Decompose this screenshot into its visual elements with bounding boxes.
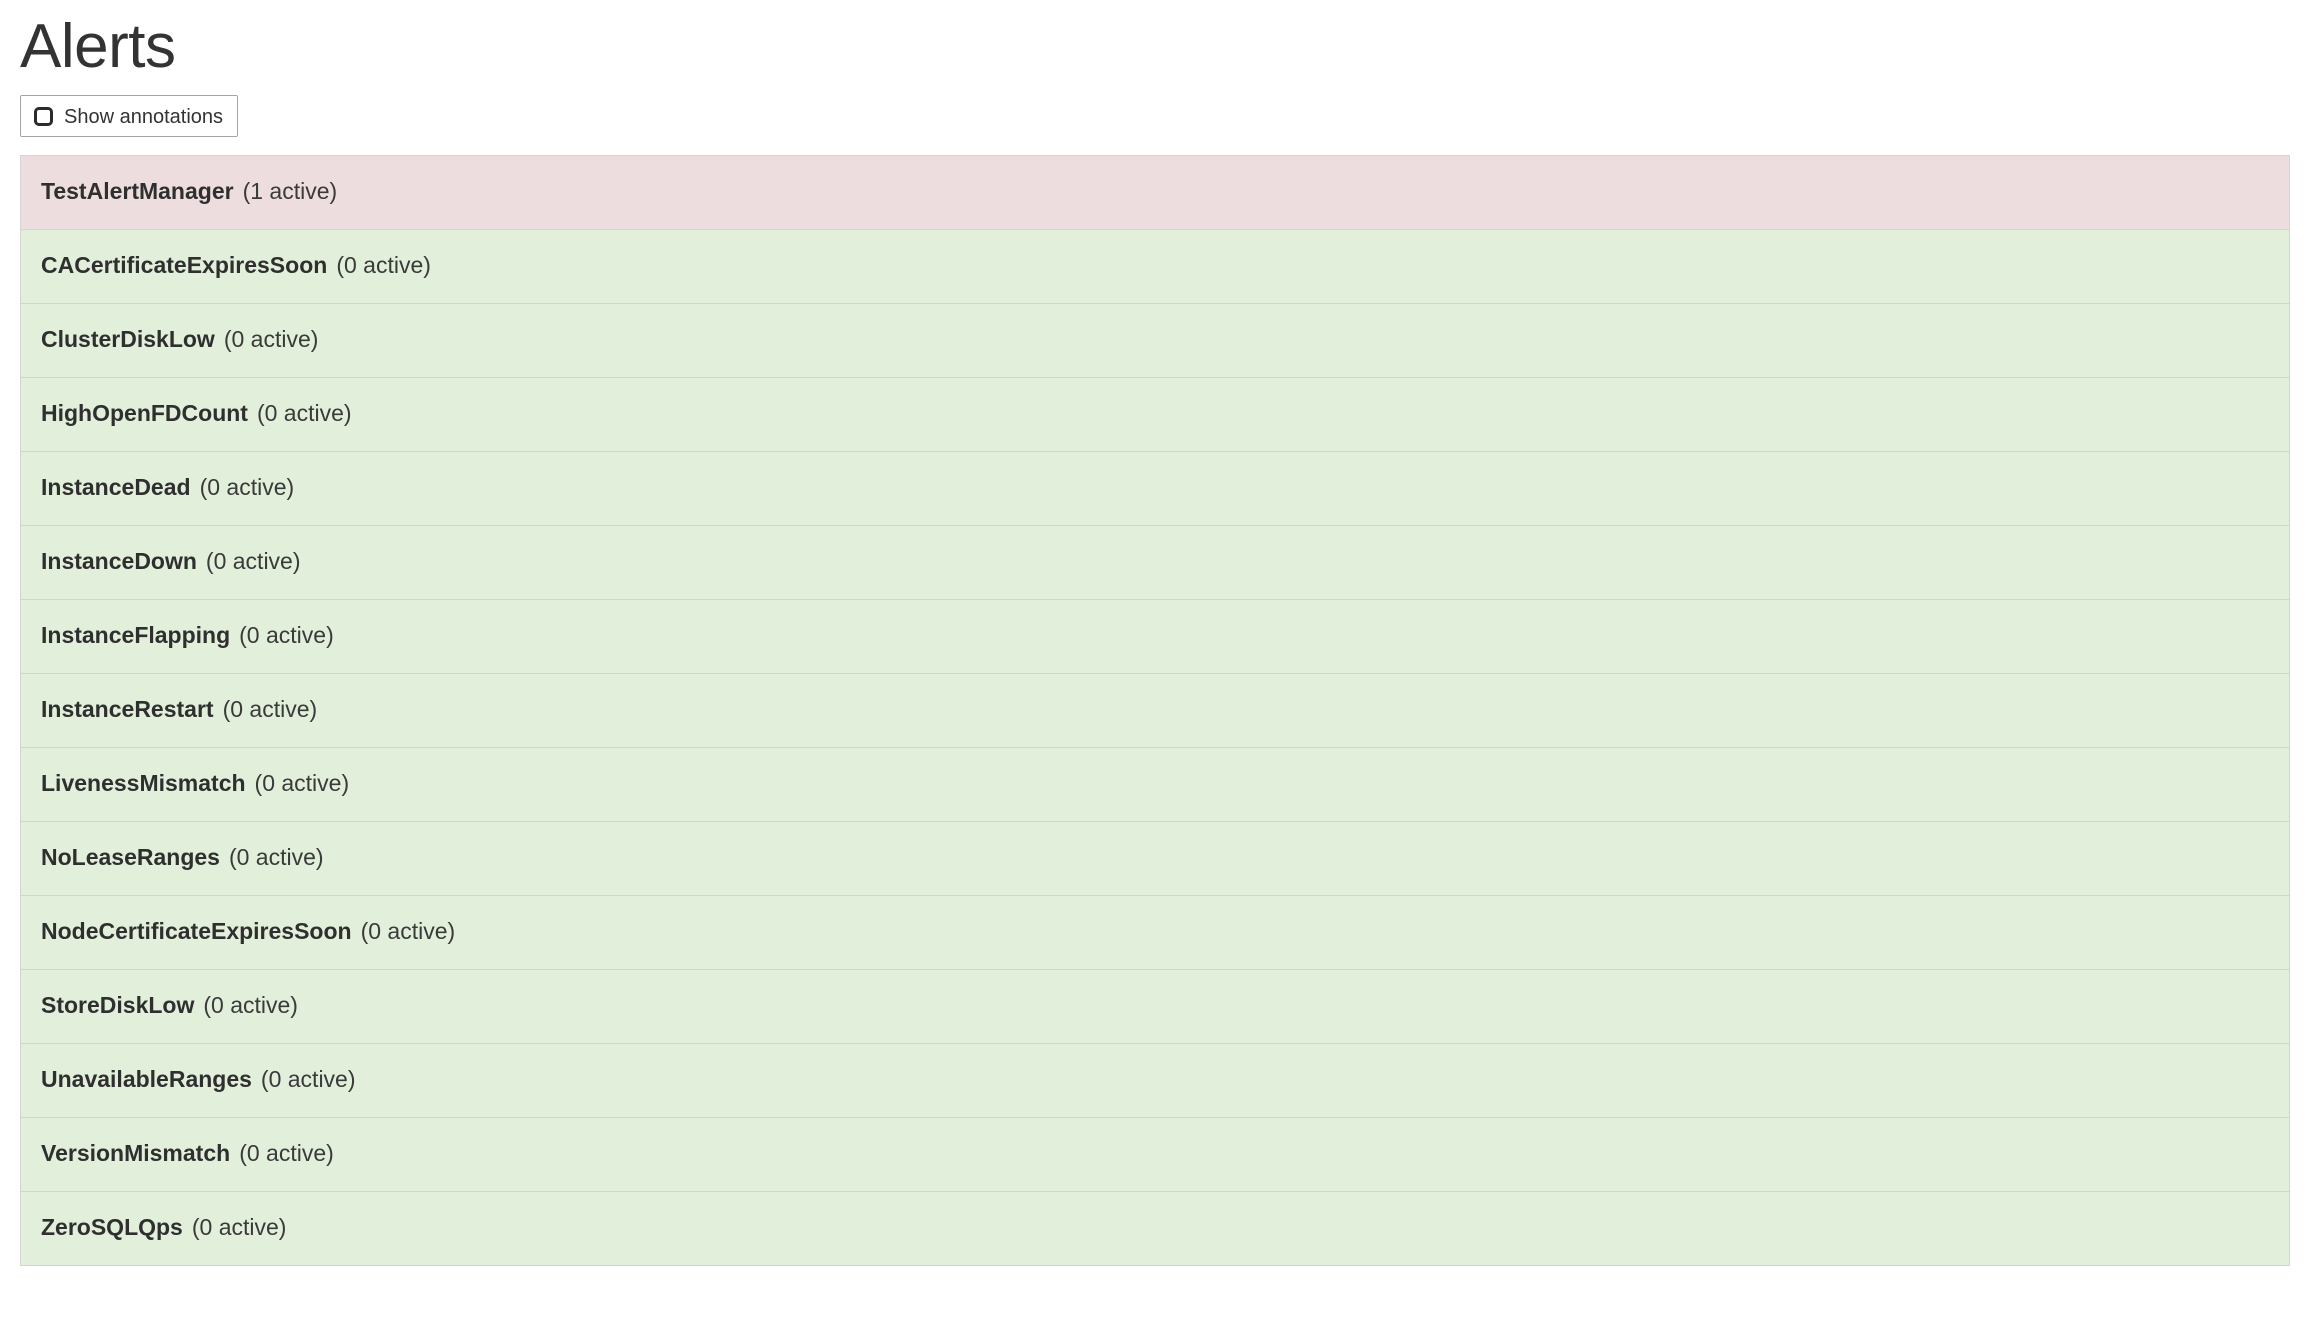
checkbox-unchecked-icon	[34, 106, 53, 126]
alert-row[interactable]: VersionMismatch (0 active)	[21, 1118, 2289, 1193]
show-annotations-toggle[interactable]: Show annotations	[20, 95, 239, 138]
alert-row[interactable]: NodeCertificateExpiresSoon (0 active)	[21, 896, 2289, 971]
alert-name: NoLeaseRanges	[41, 843, 220, 870]
alert-row[interactable]: CACertificateExpiresSoon (0 active)	[21, 230, 2289, 305]
show-annotations-label: Show annotations	[64, 106, 224, 129]
alert-active-count: (0 active)	[205, 547, 301, 574]
alert-active-count: (0 active)	[256, 399, 352, 426]
alert-row[interactable]: StoreDiskLow (0 active)	[21, 970, 2289, 1045]
alert-row[interactable]: HighOpenFDCount (0 active)	[21, 378, 2289, 453]
alert-active-count: (1 active)	[242, 177, 338, 204]
alert-active-count: (0 active)	[228, 843, 324, 870]
alert-row[interactable]: NoLeaseRanges (0 active)	[21, 822, 2289, 897]
alert-active-count: (0 active)	[260, 1065, 356, 1092]
alert-name: InstanceDead	[41, 473, 191, 500]
alert-active-count: (0 active)	[360, 917, 456, 944]
alert-name: CACertificateExpiresSoon	[41, 251, 328, 278]
alert-row[interactable]: ClusterDiskLow (0 active)	[21, 304, 2289, 379]
page-title: Alerts	[20, 12, 176, 81]
alert-active-count: (0 active)	[239, 1139, 334, 1166]
alert-list: TestAlertManager (1 active) CACertificateE…	[20, 155, 2290, 1267]
alert-name: ClusterDiskLow	[41, 325, 215, 352]
alert-row[interactable]: UnavailableRanges (0 active)	[21, 1044, 2289, 1119]
alert-row[interactable]: LivenessMismatch (0 active)	[21, 748, 2289, 823]
alert-name: InstanceFlapping	[41, 621, 231, 648]
alert-name: InstanceRestart	[41, 695, 214, 722]
alert-active-count: (0 active)	[239, 621, 334, 648]
alert-row[interactable]: InstanceRestart (0 active)	[21, 674, 2289, 749]
alert-row[interactable]: InstanceDead (0 active)	[21, 452, 2289, 527]
alert-row[interactable]: InstanceFlapping (0 active)	[21, 600, 2289, 675]
alert-active-count: (0 active)	[222, 695, 318, 722]
alert-name: TestAlertManager	[41, 177, 234, 204]
alert-name: LivenessMismatch	[41, 769, 246, 796]
alert-name: VersionMismatch	[41, 1139, 231, 1166]
alert-row[interactable]: TestAlertManager (1 active)	[21, 156, 2289, 231]
alert-active-count: (0 active)	[191, 1213, 287, 1240]
alert-active-count: (0 active)	[203, 991, 298, 1018]
alert-row[interactable]: ZeroSQLQps (0 active)	[21, 1192, 2289, 1267]
alert-name: StoreDiskLow	[41, 991, 195, 1018]
alert-row[interactable]: InstanceDown (0 active)	[21, 526, 2289, 601]
alert-name: NodeCertificateExpiresSoon	[41, 917, 352, 944]
alert-active-count: (0 active)	[223, 325, 319, 352]
alert-name: ZeroSQLQps	[41, 1213, 183, 1240]
alert-active-count: (0 active)	[199, 473, 295, 500]
alert-active-count: (0 active)	[336, 251, 431, 278]
alerts-toolbar: Show annotations	[0, 79, 2312, 138]
alert-name: UnavailableRanges	[41, 1065, 252, 1092]
alert-active-count: (0 active)	[254, 769, 350, 796]
alert-name: HighOpenFDCount	[41, 399, 248, 426]
alert-name: InstanceDown	[41, 547, 197, 574]
